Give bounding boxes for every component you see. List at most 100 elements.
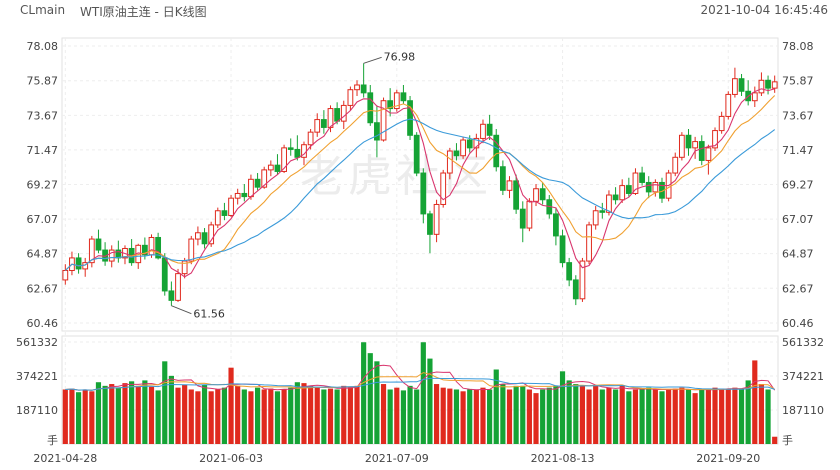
candle-body	[314, 119, 321, 133]
volume-bar	[414, 389, 420, 444]
volume-bar	[155, 390, 161, 444]
candle-body	[480, 123, 486, 139]
candle-body	[433, 203, 440, 235]
volume-bar	[62, 389, 68, 444]
candle-body	[486, 123, 493, 136]
volume-bar	[593, 385, 599, 444]
volume-bar	[447, 388, 453, 444]
candle-body	[367, 92, 374, 124]
candle-body	[446, 150, 453, 174]
candle-body	[400, 92, 407, 102]
volume-bar	[334, 389, 340, 444]
volume-bar	[301, 383, 307, 444]
candle-body	[652, 181, 659, 193]
volume-bar	[288, 387, 294, 444]
chart-header: CLmain WTI原油主连 - 日K线图 2021-10-04 16:45:4…	[0, 0, 840, 22]
candle-body	[765, 79, 771, 89]
volume-panel-frame	[61, 335, 779, 445]
candle-body	[639, 172, 645, 183]
price-tick-label-right: 71.47	[782, 144, 814, 157]
candle-body	[771, 81, 778, 89]
volume-bar	[188, 389, 194, 444]
candle-body	[559, 235, 566, 264]
candle-body	[732, 78, 738, 95]
candle-body	[453, 150, 460, 157]
candle-body	[327, 108, 334, 128]
volume-bar	[420, 342, 426, 444]
volume-bar	[758, 384, 765, 444]
volume-bar	[500, 384, 506, 444]
candle-body	[519, 208, 526, 229]
high-annotation-label: 76.98	[384, 50, 416, 63]
volume-bar	[473, 389, 479, 444]
volume-bar	[195, 391, 201, 444]
volume-bar	[241, 389, 247, 444]
candle-body	[606, 194, 612, 213]
price-tick-label-right: 69.27	[782, 179, 814, 192]
volume-bar	[314, 387, 320, 444]
volume-bar	[115, 387, 121, 444]
candle-body	[493, 134, 500, 168]
volume-tick-label-left: 187110	[16, 404, 58, 417]
candle-body	[195, 232, 201, 240]
volume-bar	[274, 391, 281, 444]
candle-body	[678, 134, 685, 158]
candle-body	[161, 257, 168, 292]
candle-body	[599, 210, 606, 213]
candle-body	[672, 156, 679, 174]
volume-bar	[148, 386, 155, 444]
candle-body	[466, 139, 473, 149]
volume-bar	[460, 391, 466, 444]
volume-bar	[407, 385, 413, 444]
ma5-line	[64, 88, 775, 278]
candle-body	[619, 185, 626, 201]
volume-bar	[162, 361, 168, 444]
candle-body	[281, 147, 287, 172]
candle-body	[201, 232, 208, 245]
volume-bar	[400, 390, 407, 444]
volume-bar	[354, 385, 360, 444]
candle-body	[758, 79, 765, 94]
candle-body	[175, 273, 181, 301]
volume-bar	[215, 389, 221, 444]
high-annotation-leader	[363, 56, 382, 64]
volume-bar	[175, 387, 181, 444]
volume-bar	[559, 371, 566, 444]
volume-bar	[480, 387, 486, 444]
volume-bar	[109, 384, 115, 444]
candle-body	[612, 194, 619, 201]
volume-bar	[89, 391, 95, 444]
volume-bar	[327, 388, 334, 444]
volume-bar	[659, 391, 665, 444]
candle-body	[586, 224, 592, 262]
volume-tick-label-right: 374221	[782, 370, 824, 383]
candle-body	[440, 172, 447, 205]
date-tick-label: 2021-04-28	[33, 452, 97, 465]
candle-body	[539, 188, 546, 201]
price-tick-label-right: 64.87	[782, 248, 814, 261]
volume-bar	[208, 391, 214, 444]
candle-body	[88, 238, 95, 264]
candle-body	[320, 119, 327, 128]
volume-bar	[619, 385, 625, 444]
price-tick-label-right: 67.07	[782, 213, 814, 226]
candle-body	[592, 210, 599, 226]
candle-body	[221, 210, 228, 216]
price-tick-label-right: 73.67	[782, 109, 814, 122]
volume-bar	[487, 389, 493, 444]
volume-bar	[75, 392, 82, 444]
volume-bar	[692, 393, 698, 444]
volume-bar	[752, 360, 758, 444]
volume-bar	[440, 387, 446, 444]
candle-body	[427, 213, 433, 235]
candle-body	[705, 147, 712, 161]
candle-body	[141, 244, 148, 256]
volume-bar	[672, 388, 678, 444]
candle-body	[274, 164, 281, 172]
volume-bar	[142, 380, 148, 444]
candle-body	[718, 115, 725, 132]
candle-body	[566, 262, 573, 281]
price-tick-label-left: 67.07	[27, 213, 59, 226]
candle-body	[374, 122, 380, 141]
volume-bar	[135, 385, 141, 444]
